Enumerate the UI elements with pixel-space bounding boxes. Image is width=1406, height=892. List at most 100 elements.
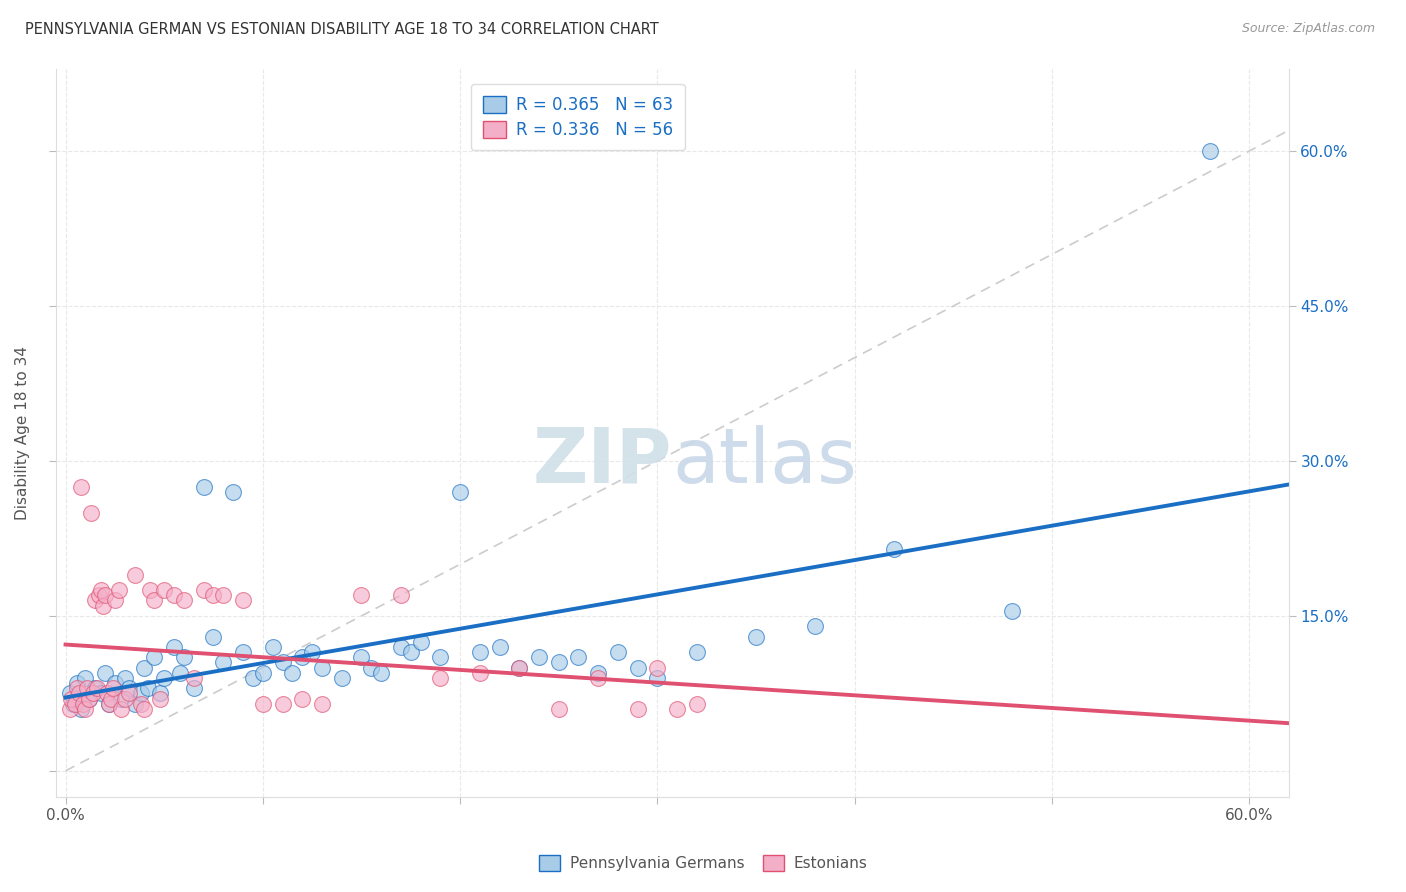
Point (163, 588, 186, 602)
Point (449, 485, 471, 500)
Point (114, 691, 136, 706)
Point (606, 645, 628, 659)
Point (686, 645, 709, 659)
Point (62, 697, 84, 711)
Point (86, 681, 108, 696)
Point (1198, 144, 1220, 158)
Point (409, 634, 432, 648)
Point (350, 650, 373, 665)
Point (96, 686, 118, 700)
Point (193, 583, 215, 598)
Point (468, 645, 491, 659)
Point (70, 480, 93, 494)
Text: Source: ZipAtlas.com: Source: ZipAtlas.com (1241, 22, 1375, 36)
Point (70, 702, 93, 716)
Point (75, 702, 97, 716)
Point (173, 650, 195, 665)
Point (100, 691, 122, 706)
Point (202, 630, 225, 644)
Point (527, 650, 550, 665)
Point (271, 656, 294, 670)
Point (262, 640, 284, 654)
Point (1001, 604, 1024, 618)
Point (101, 681, 124, 696)
Point (118, 686, 141, 700)
Point (271, 697, 294, 711)
Point (134, 702, 156, 716)
Point (183, 681, 205, 696)
Point (90, 583, 112, 598)
Point (75, 671, 97, 685)
Point (193, 480, 215, 494)
Point (169, 665, 191, 680)
Point (94, 665, 117, 680)
Legend: R = 0.365   N = 63, R = 0.336   N = 56: R = 0.365 N = 63, R = 0.336 N = 56 (471, 84, 685, 151)
Point (163, 640, 186, 654)
Point (66, 681, 89, 696)
Point (134, 660, 156, 674)
Point (138, 681, 160, 696)
Point (626, 702, 648, 716)
Point (330, 671, 353, 685)
Point (647, 660, 669, 674)
Point (149, 691, 172, 706)
Point (291, 650, 314, 665)
Point (547, 656, 569, 670)
Point (399, 645, 422, 659)
Point (76, 681, 98, 696)
Point (149, 686, 172, 700)
Point (65, 697, 87, 711)
Point (87, 588, 110, 602)
Point (72, 697, 94, 711)
Point (370, 665, 392, 680)
Point (360, 660, 382, 674)
Point (212, 588, 235, 602)
Point (104, 676, 127, 690)
Point (252, 665, 274, 680)
Point (91, 599, 114, 613)
Point (567, 650, 589, 665)
Point (686, 697, 709, 711)
Point (153, 583, 176, 598)
Point (58, 702, 80, 716)
Point (110, 702, 132, 716)
Point (77, 691, 100, 706)
Point (281, 665, 304, 680)
Point (90, 686, 112, 700)
Point (97, 697, 120, 711)
Text: PENNSYLVANIA GERMAN VS ESTONIAN DISABILITY AGE 18 TO 34 CORRELATION CHART: PENNSYLVANIA GERMAN VS ESTONIAN DISABILI… (25, 22, 659, 37)
Point (183, 671, 205, 685)
Point (291, 691, 314, 706)
Point (94, 588, 117, 602)
Point (58, 686, 80, 700)
Point (143, 593, 166, 607)
Point (468, 665, 491, 680)
Point (804, 619, 827, 633)
Point (139, 583, 162, 598)
Point (77, 691, 100, 706)
Text: atlas: atlas (672, 425, 858, 499)
Y-axis label: Disability Age 18 to 34: Disability Age 18 to 34 (15, 345, 30, 520)
Point (129, 686, 152, 700)
Point (429, 671, 451, 685)
Point (66, 676, 89, 690)
Point (586, 671, 609, 685)
Point (508, 660, 530, 674)
Point (80, 506, 103, 520)
Point (647, 671, 669, 685)
Point (114, 671, 136, 685)
Point (232, 593, 254, 607)
Point (488, 640, 510, 654)
Point (311, 697, 333, 711)
Point (389, 640, 412, 654)
Point (666, 702, 689, 716)
Point (60, 691, 83, 706)
Point (110, 691, 132, 706)
Point (84, 681, 107, 696)
Point (429, 650, 451, 665)
Point (212, 656, 235, 670)
Point (143, 650, 166, 665)
Point (301, 645, 323, 659)
Point (626, 660, 648, 674)
Point (350, 588, 373, 602)
